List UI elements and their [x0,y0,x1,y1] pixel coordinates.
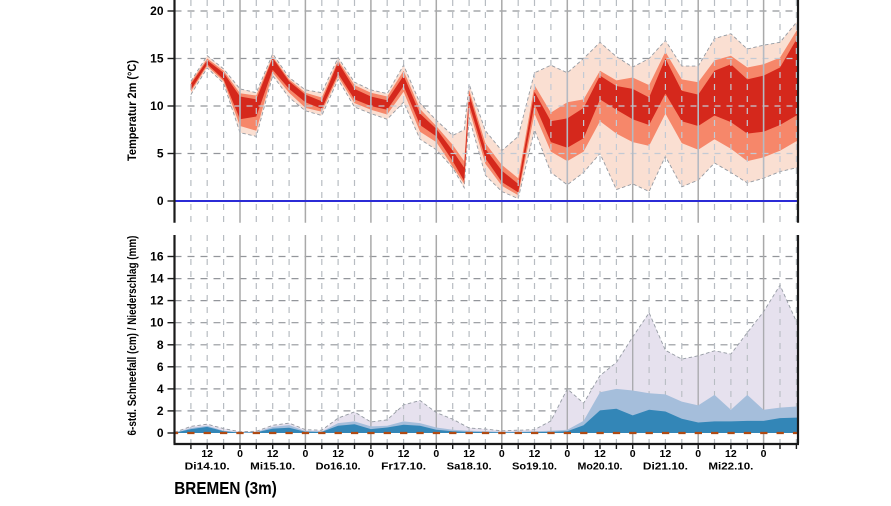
svg-text:12: 12 [150,294,164,308]
svg-text:BREMEN (3m): BREMEN (3m) [174,478,276,498]
svg-text:20: 20 [150,4,164,18]
svg-text:10: 10 [150,99,164,113]
svg-text:14: 14 [150,272,164,286]
svg-text:Temperatur 2m (°C): Temperatur 2m (°C) [125,60,139,161]
svg-text:So19.10.: So19.10. [512,462,557,473]
svg-text:15: 15 [150,52,164,66]
svg-text:0: 0 [368,448,374,460]
svg-text:Do16.10.: Do16.10. [316,462,361,473]
svg-text:12: 12 [267,448,279,460]
svg-text:0: 0 [630,448,636,460]
svg-text:0: 0 [302,448,308,460]
svg-text:0: 0 [761,448,767,460]
svg-text:12: 12 [594,448,606,460]
svg-text:Sa18.10.: Sa18.10. [447,462,492,473]
svg-text:12: 12 [398,448,410,460]
svg-text:12: 12 [463,448,475,460]
svg-text:0: 0 [237,448,243,460]
svg-text:2: 2 [157,404,164,418]
svg-text:8: 8 [157,338,164,352]
svg-text:6: 6 [157,360,164,374]
svg-text:4: 4 [157,382,164,396]
svg-text:12: 12 [725,448,737,460]
svg-text:0: 0 [564,448,570,460]
svg-text:5: 5 [157,147,164,161]
svg-text:0: 0 [433,448,439,460]
svg-text:Fr17.10.: Fr17.10. [381,462,426,473]
svg-text:0: 0 [157,194,164,208]
svg-text:Di21.10.: Di21.10. [643,462,688,473]
svg-text:10: 10 [150,316,164,330]
svg-text:Di14.10.: Di14.10. [185,462,230,473]
svg-text:6-std. Schneefall (cm) / Niede: 6-std. Schneefall (cm) / Niederschlag (m… [125,236,139,436]
svg-text:0: 0 [157,426,164,440]
svg-text:12: 12 [201,448,213,460]
svg-text:16: 16 [150,250,164,264]
svg-text:Mi15.10.: Mi15.10. [250,462,295,473]
svg-text:Mi22.10.: Mi22.10. [708,462,753,473]
svg-text:12: 12 [332,448,344,460]
svg-text:0: 0 [499,448,505,460]
svg-text:0: 0 [695,448,701,460]
svg-text:12: 12 [529,448,541,460]
svg-text:Mo20.10.: Mo20.10. [578,462,623,473]
svg-text:12: 12 [660,448,672,460]
